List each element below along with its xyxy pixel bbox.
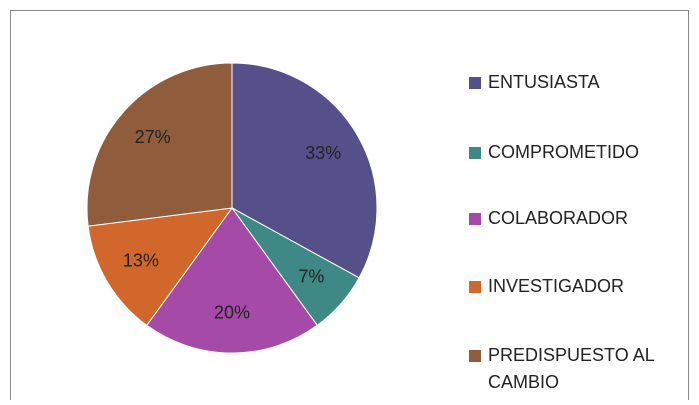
legend-swatch bbox=[469, 147, 481, 159]
data-label: 27% bbox=[135, 127, 171, 147]
pie-slice bbox=[146, 207, 318, 354]
legend-label: INVESTIGADOR bbox=[488, 276, 624, 296]
legend-swatch bbox=[469, 77, 481, 89]
pie-slice bbox=[87, 207, 234, 327]
data-label: 33% bbox=[305, 143, 341, 163]
legend-label: PREDISPUESTO AL CAMBIO bbox=[488, 345, 655, 392]
legend-label: ENTUSIASTA bbox=[488, 72, 600, 92]
legend-swatch bbox=[469, 350, 481, 362]
data-label: 7% bbox=[298, 267, 324, 287]
legend-swatch bbox=[469, 281, 481, 293]
legend-swatch bbox=[469, 213, 481, 225]
pie-slice bbox=[86, 62, 233, 227]
data-label: 20% bbox=[214, 303, 250, 323]
legend-label: COLABORADOR bbox=[488, 208, 628, 228]
data-label: 13% bbox=[123, 251, 159, 271]
legend-label: COMPROMETIDO bbox=[488, 142, 639, 162]
pie-slice bbox=[231, 62, 378, 279]
